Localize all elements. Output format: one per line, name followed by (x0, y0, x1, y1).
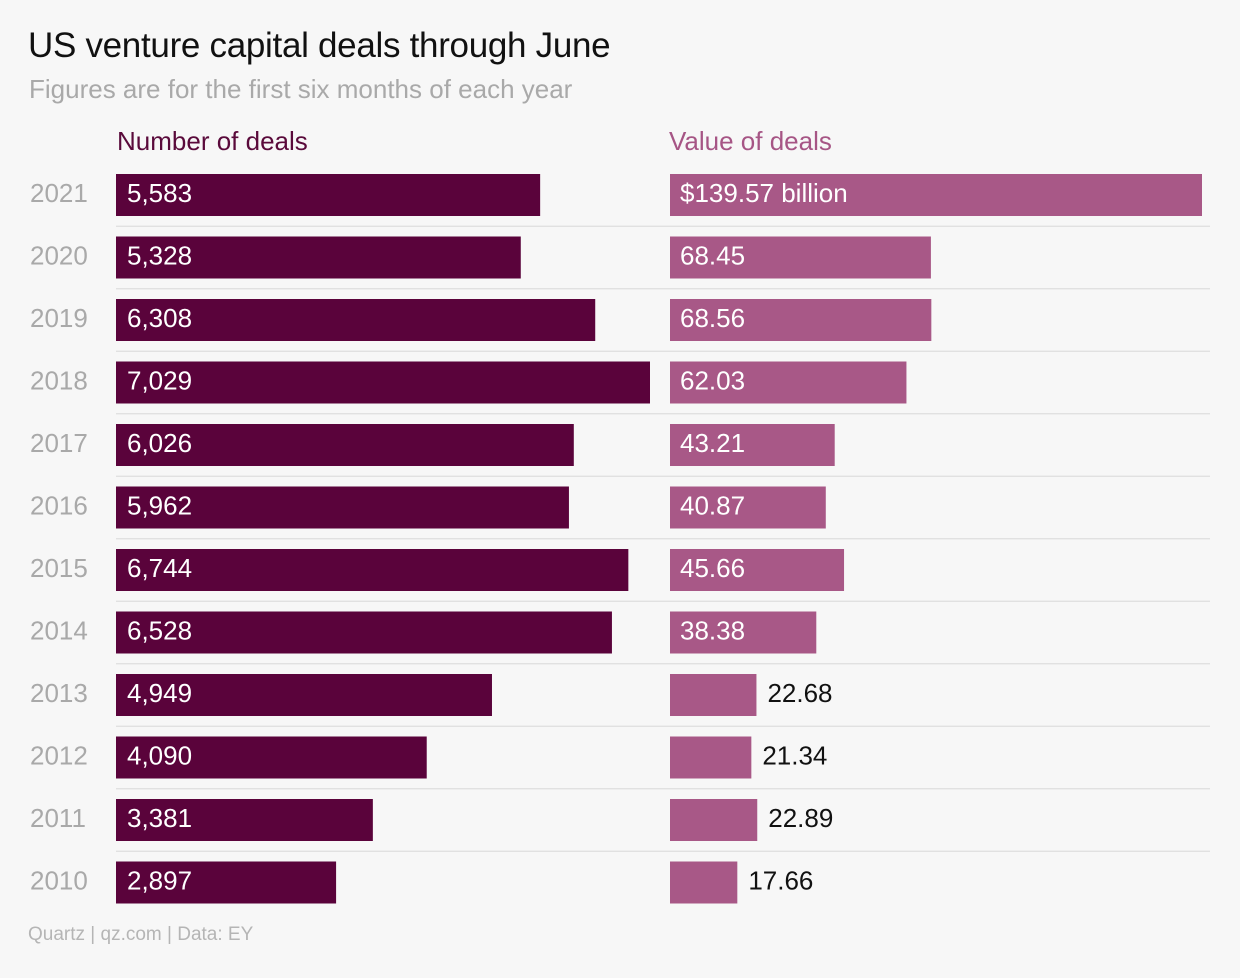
value-bar (670, 424, 835, 466)
chart-title: US venture capital deals through June (28, 26, 611, 65)
value-bar (670, 299, 932, 341)
year-label: 2012 (30, 740, 88, 770)
year-label: 2021 (30, 178, 88, 208)
value-data-label: 40.87 (680, 490, 745, 520)
year-label: 2015 (30, 553, 88, 583)
value-data-label: 68.56 (680, 303, 745, 333)
value-data-label: 62.03 (680, 365, 745, 395)
value-bar (670, 174, 1202, 216)
value-data-label: 68.45 (680, 240, 745, 270)
deals-bar (116, 799, 373, 841)
value-data-label: 17.66 (748, 865, 813, 895)
year-label: 2020 (30, 240, 88, 270)
deals-bar (116, 861, 337, 904)
deals-data-label: 5,962 (127, 490, 192, 520)
value-column-header: Value of deals (669, 126, 832, 156)
deals-data-label: 4,949 (127, 678, 192, 708)
value-data-label: 22.68 (767, 678, 832, 708)
year-label: 2019 (30, 303, 88, 333)
deals-bar (116, 674, 492, 716)
value-data-label: 45.66 (680, 553, 745, 583)
deals-bar (116, 611, 612, 654)
value-bar (670, 549, 845, 591)
value-data-label: 22.89 (768, 803, 833, 833)
deals-bar (116, 174, 541, 216)
deals-bar (116, 736, 427, 779)
value-data-label: 38.38 (680, 615, 745, 645)
deals-data-label: 5,583 (127, 178, 192, 208)
value-bar (670, 611, 817, 654)
value-bar (670, 361, 907, 404)
year-label: 2010 (30, 865, 88, 895)
value-bar (670, 236, 931, 279)
year-label: 2017 (30, 428, 88, 458)
deals-data-label: 4,090 (127, 740, 192, 770)
chart-subtitle: Figures are for the first six months of … (29, 74, 573, 104)
year-label: 2014 (30, 615, 88, 645)
deals-data-label: 2,897 (127, 865, 192, 895)
deals-bar (116, 549, 629, 591)
deals-data-label: 6,308 (127, 303, 192, 333)
value-data-label: 43.21 (680, 428, 745, 458)
deals-data-label: 7,029 (127, 365, 192, 395)
deals-data-label: 6,528 (127, 615, 192, 645)
year-label: 2013 (30, 678, 88, 708)
deals-data-label: 6,026 (127, 428, 192, 458)
deals-column-header: Number of deals (117, 126, 308, 156)
value-data-label: $139.57 billion (680, 178, 848, 208)
value-bar (670, 861, 738, 904)
year-label: 2018 (30, 365, 88, 395)
deals-bar (116, 299, 596, 341)
year-label: 2016 (30, 490, 88, 520)
source-credit: Quartz | qz.com | Data: EY (28, 924, 254, 945)
value-data-label: 21.34 (762, 740, 827, 770)
value-bar (670, 799, 758, 841)
deals-bar (116, 361, 650, 404)
value-bar (670, 486, 826, 529)
year-label: 2011 (30, 803, 86, 833)
deals-data-label: 6,744 (127, 553, 192, 583)
deals-data-label: 3,381 (127, 803, 192, 833)
deals-bar (116, 236, 521, 279)
value-bar (670, 674, 757, 716)
value-bar (670, 736, 752, 779)
deals-bar (116, 424, 574, 466)
deals-data-label: 5,328 (127, 240, 192, 270)
deals-bar (116, 486, 569, 529)
